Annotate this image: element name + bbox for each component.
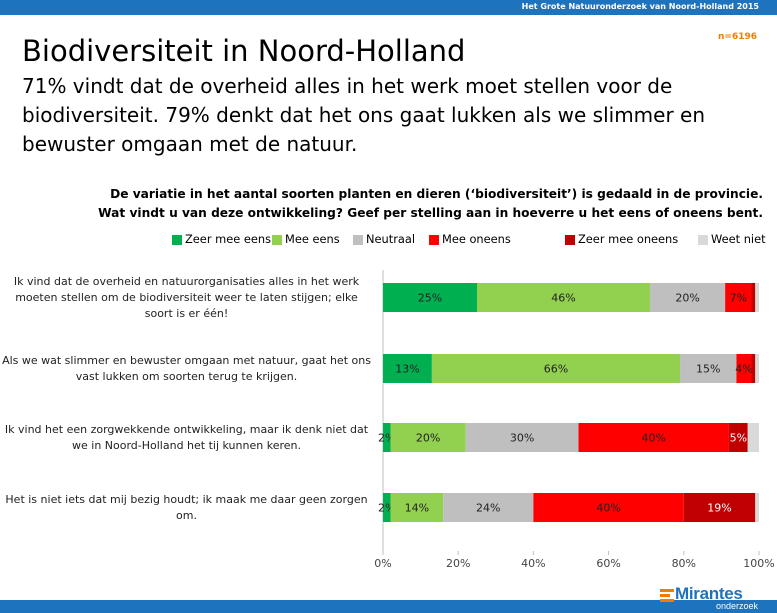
legend-swatch [698,235,708,245]
sample-size-label: n=6196 [718,32,757,42]
subtitle: 71% vindt dat de overheid alles in het w… [22,74,706,156]
data-label-3-5: 5% [730,432,747,445]
bar-segment-4-6 [755,493,759,522]
x-tick-label: 100% [743,557,774,570]
data-label-2-1: 13% [395,363,419,376]
data-label-2-3: 15% [696,363,720,376]
bar-segment-1-5 [751,283,756,312]
category-label: Als we wat slimmer en bewuster omgaan me… [2,354,371,383]
legend-label: Weet niet [711,232,766,246]
category-label: Ik vind dat de overheid en natuurorganis… [13,275,360,320]
question-text: De variatie in het aantal soorten plante… [63,185,763,223]
bar-segment-1-6 [755,283,759,312]
mirantes-logo: Mirantes onderzoek [660,584,772,613]
x-tick-label: 40% [521,557,545,570]
data-label-1-3: 20% [675,292,699,305]
legend-label: Mee oneens [442,232,511,246]
survey-name: Het Grote Natuuronderzoek van Noord-Holl… [521,2,759,11]
x-tick-label: 0% [374,557,391,570]
bar-segment-3-6 [747,423,759,452]
bar-segment-2-6 [755,354,759,383]
bar-segment-1-1 [383,283,477,312]
bar-segment-2-4 [736,354,752,383]
bottom-bar [0,600,777,613]
bar-segment-4-1 [383,493,391,522]
stacked-bar-chart: 25% 46% 20% 7%13% 66% 15% 4%2% 20% 30% 40% 5%2% 14%… [374,270,775,570]
data-label-2-4: 4% [735,363,752,376]
legend-swatch [429,235,439,245]
bar-segment-2-5 [751,354,756,383]
bar-segment-1-2 [477,283,650,312]
x-tick-label: 80% [672,557,696,570]
data-label-3-4: 40% [641,432,665,445]
data-label-4-5: 19% [707,502,731,515]
data-label-4-4: 40% [596,502,620,515]
bar-segment-1-3 [649,283,726,312]
top-bar: Het Grote Natuuronderzoek van Noord-Holl… [0,0,777,15]
category-label: Het is niet iets dat mij bezig houdt; ik… [5,493,368,522]
bar-segment-4-4 [533,493,684,522]
question-line-2: Wat vindt u van deze ontwikkeling? Geef … [98,206,763,220]
page-title: Biodiversiteit in Noord-Holland [22,34,466,68]
bar-segment-4-5 [683,493,756,522]
legend-swatch [565,235,575,245]
category-label: Ik vind het een zorgwekkende ontwikkelin… [4,423,369,452]
x-tick-label: 20% [446,557,470,570]
logo-stripes-icon [660,589,674,603]
bar-segment-3-1 [383,423,391,452]
logo-name: Mirantes [675,584,743,603]
legend-swatch [172,235,182,245]
legend-swatch [272,235,282,245]
bar-segment-4-3 [443,493,534,522]
data-label-1-4: 7% [730,292,747,305]
legend-label: Zeer mee oneens [578,232,679,246]
legend-label: Zeer mee eens [185,232,272,246]
bar-segment-4-2 [390,493,444,522]
data-label-4-2: 14% [405,502,429,515]
bar-segment-3-4 [578,423,729,452]
bar-segment-2-1 [383,354,432,383]
bar-segment-1-4 [725,283,752,312]
bar-segment-3-3 [465,423,579,452]
data-label-1-1: 25% [418,292,442,305]
data-label-3-3: 30% [510,432,534,445]
legend-swatch [353,235,363,245]
legend-label: Mee eens [285,232,340,246]
data-label-1-2: 46% [551,292,575,305]
data-label-2-2: 66% [544,363,568,376]
bar-segment-3-5 [728,423,748,452]
bar-segment-3-2 [390,423,466,452]
data-label-4-3: 24% [476,502,500,515]
x-tick-label: 60% [596,557,620,570]
bar-segment-2-2 [431,354,681,383]
bar-segment-2-3 [680,354,737,383]
logo-subtitle: onderzoek [716,601,759,611]
question-line-1: De variatie in het aantal soorten plante… [110,187,763,201]
legend-label: Neutraal [366,232,416,246]
data-label-3-2: 20% [416,432,440,445]
